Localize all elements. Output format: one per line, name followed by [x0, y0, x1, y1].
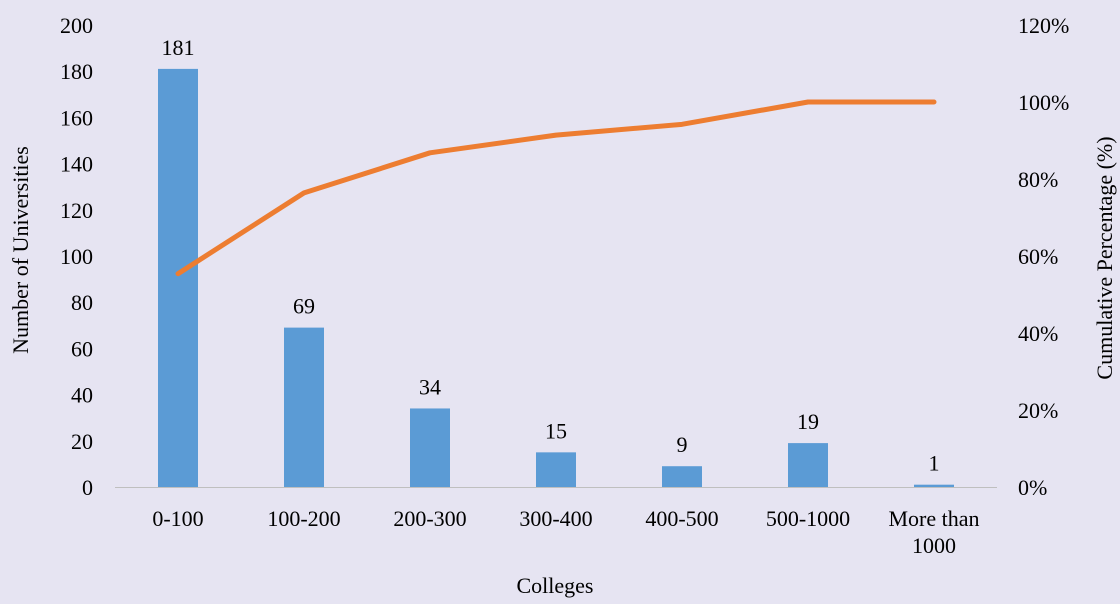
- data-label-1: 69: [293, 294, 315, 319]
- bar-5: [788, 443, 828, 487]
- bar-4: [662, 466, 702, 487]
- y-tick-label-3: 60: [71, 336, 93, 361]
- line-group: [178, 102, 934, 274]
- data-label-6: 1: [929, 451, 940, 476]
- y-tick-label-8: 160: [60, 105, 93, 130]
- y-axis-title: Number of Universities: [8, 146, 33, 354]
- y2-tick-label-1: 20%: [1018, 398, 1058, 423]
- y-tick-label-0: 0: [82, 475, 93, 500]
- x-tick-label-3: 300-400: [519, 506, 592, 531]
- x-tick-label-5: 500-1000: [766, 506, 850, 531]
- y-tick-label-5: 100: [60, 244, 93, 269]
- x-tick-label-0: 0-100: [152, 506, 203, 531]
- y-tick-label-4: 80: [71, 290, 93, 315]
- x-tick-label-2: 200-300: [393, 506, 466, 531]
- y-tick-label-6: 120: [60, 198, 93, 223]
- bar-6: [914, 485, 954, 487]
- y-tick-label-10: 200: [60, 13, 93, 38]
- y-tick-label-1: 20: [71, 429, 93, 454]
- y-tick-label-2: 40: [71, 383, 93, 408]
- bar-0: [158, 69, 198, 487]
- y2-tick-label-4: 80%: [1018, 167, 1058, 192]
- y-tick-label-7: 140: [60, 152, 93, 177]
- data-label-0: 181: [162, 35, 195, 60]
- y2-axis-title: Cumulative Percentage (%): [1092, 136, 1117, 379]
- x-tick-label-1: 100-200: [267, 506, 340, 531]
- y2-tick-label-6: 120%: [1018, 13, 1069, 38]
- cumulative-line: [178, 102, 934, 274]
- y2-tick-label-2: 40%: [1018, 321, 1058, 346]
- data-label-3: 15: [545, 418, 567, 443]
- bar-1: [284, 328, 324, 487]
- x-axis-title: Colleges: [517, 573, 594, 598]
- data-label-2: 34: [419, 374, 441, 399]
- y-tick-label-9: 180: [60, 59, 93, 84]
- data-label-5: 19: [797, 409, 819, 434]
- x-tick-label-4: 400-500: [645, 506, 718, 531]
- y2-tick-label-0: 0%: [1018, 475, 1047, 500]
- data-label-4: 9: [677, 432, 688, 457]
- y2-tick-label-5: 100%: [1018, 90, 1069, 115]
- bar-3: [536, 452, 576, 487]
- y2-tick-label-3: 60%: [1018, 244, 1058, 269]
- bar-2: [410, 408, 450, 487]
